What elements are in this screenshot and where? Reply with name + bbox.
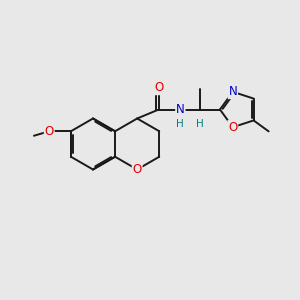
Text: N: N	[228, 85, 237, 98]
Text: H: H	[176, 119, 184, 129]
Text: N: N	[176, 103, 185, 116]
Text: O: O	[133, 163, 142, 176]
Text: O: O	[154, 81, 164, 94]
Text: O: O	[45, 125, 54, 138]
Text: H: H	[196, 119, 204, 129]
Text: O: O	[228, 121, 237, 134]
